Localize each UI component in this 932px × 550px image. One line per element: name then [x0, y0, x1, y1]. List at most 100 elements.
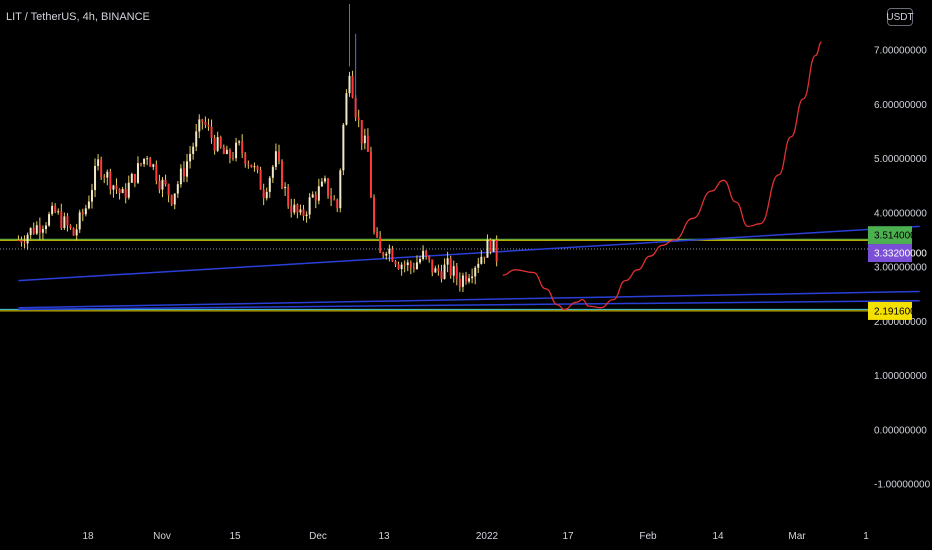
- candle-body-128: [409, 262, 412, 268]
- candle-body-16: [66, 216, 69, 226]
- candle-body-85: [277, 151, 280, 161]
- candlesticks: [17, 4, 498, 293]
- candle-body-148: [471, 276, 474, 279]
- y-tick-label: 1.00000000: [874, 371, 927, 382]
- candle-body-2: [23, 242, 26, 244]
- x-tick-label: Mar: [788, 531, 806, 542]
- candle-body-98: [317, 186, 320, 201]
- price-tags: 3.51400000 3.33200000 2.19160000: [868, 226, 927, 320]
- candle-body-15: [63, 216, 66, 229]
- candle-body-134: [428, 255, 431, 260]
- candle-body-70: [232, 157, 234, 159]
- candle-body-50: [170, 195, 173, 205]
- price-tag-bg: [868, 301, 912, 320]
- candle-body-99: [320, 181, 323, 187]
- candle-body-127: [406, 262, 409, 266]
- time-axis[interactable]: 18 Nov 15 Dec 13 2022 17 Feb 14 Mar 1: [82, 531, 869, 542]
- y-tick-label: 3.00000000: [874, 263, 927, 274]
- candle-body-61: [204, 121, 207, 125]
- candle-body-122: [391, 248, 394, 262]
- candle-body-144: [458, 278, 461, 287]
- chart-title: LIT / TetherUS, 4h, BINANCE: [6, 11, 150, 23]
- candle-body-125: [400, 264, 403, 269]
- candle-body-13: [57, 211, 60, 213]
- x-tick-label: Dec: [309, 531, 327, 542]
- candle-body-4: [29, 227, 32, 235]
- candle-body-155: [492, 239, 495, 252]
- projection-line: [502, 41, 822, 311]
- candle-body-66: [219, 137, 222, 148]
- candle-body-92: [299, 209, 302, 213]
- candle-body-135: [431, 259, 434, 273]
- candle-body-36: [127, 182, 130, 198]
- candle-body-133: [425, 250, 428, 256]
- candle-body-59: [198, 119, 201, 132]
- candle-body-143: [455, 266, 458, 279]
- candle-body-80: [262, 189, 265, 199]
- y-tick-label: 0.00000000: [874, 425, 927, 436]
- candle-body-108: [348, 75, 351, 94]
- candle-body-112: [360, 120, 363, 144]
- candle-body-88: [287, 186, 290, 207]
- candle-body-77: [253, 166, 256, 168]
- candle-body-76: [250, 164, 253, 168]
- candle-body-21: [81, 212, 84, 215]
- candle-body-138: [440, 271, 443, 279]
- candle-body-132: [422, 250, 425, 259]
- candle-body-37: [130, 174, 133, 183]
- candle-body-62: [207, 124, 210, 127]
- candle-body-1: [20, 240, 23, 243]
- candle-body-64: [213, 137, 216, 151]
- candle-body-95: [308, 197, 311, 215]
- candle-body-151: [480, 256, 483, 264]
- candle-body-96: [311, 194, 314, 198]
- candle-body-28: [103, 177, 106, 179]
- candle-body-118: [379, 236, 382, 253]
- candle-body-57: [192, 146, 195, 154]
- candle-body-145: [461, 275, 464, 287]
- candle-body-126: [403, 264, 406, 266]
- candle-body-140: [446, 258, 449, 265]
- candle-body-10: [48, 214, 51, 226]
- candle-body-82: [268, 177, 271, 192]
- price-tag-1: 3.33200000: [868, 244, 927, 263]
- y-tick-label: 4.00000000: [874, 208, 927, 219]
- candle-body-41: [143, 158, 146, 165]
- candle-body-31: [112, 185, 115, 190]
- candle-body-100: [323, 178, 326, 182]
- candle-body-104: [336, 199, 339, 209]
- x-tick-label: Nov: [153, 531, 171, 542]
- candle-body-150: [477, 263, 480, 268]
- candle-body-86: [281, 160, 284, 189]
- y-tick-label: 7.00000000: [874, 46, 927, 57]
- candle-body-40: [140, 163, 143, 165]
- trendline-2: [18, 299, 920, 311]
- candle-body-12: [54, 205, 57, 212]
- x-tick-label: Feb: [639, 531, 657, 542]
- candle-body-23: [87, 201, 90, 209]
- candle-body-33: [118, 189, 121, 194]
- x-tick-label: 17: [562, 531, 574, 542]
- candle-body-87: [284, 186, 287, 189]
- candle-body-131: [419, 258, 422, 263]
- candle-body-7: [38, 225, 41, 233]
- candle-body-129: [412, 267, 415, 269]
- candle-body-17: [69, 225, 72, 229]
- candle-body-115: [369, 151, 372, 198]
- candle-body-109: [351, 75, 354, 98]
- candle-body-65: [216, 137, 219, 151]
- candle-body-94: [305, 214, 308, 216]
- candle-body-46: [158, 180, 161, 190]
- candle-body-141: [449, 258, 452, 276]
- candle-body-60: [201, 119, 204, 122]
- candle-body-137: [437, 268, 440, 272]
- currency-button[interactable]: USDT: [886, 8, 914, 26]
- x-tick-label: 14: [712, 531, 724, 542]
- candle-body-68: [225, 149, 228, 154]
- candle-body-53: [179, 168, 182, 185]
- price-axis[interactable]: 7.00000000 6.00000000 5.00000000 4.00000000…: [874, 46, 931, 491]
- candle-body-14: [60, 211, 63, 229]
- candle-body-24: [90, 190, 93, 202]
- candle-body-5: [32, 227, 35, 234]
